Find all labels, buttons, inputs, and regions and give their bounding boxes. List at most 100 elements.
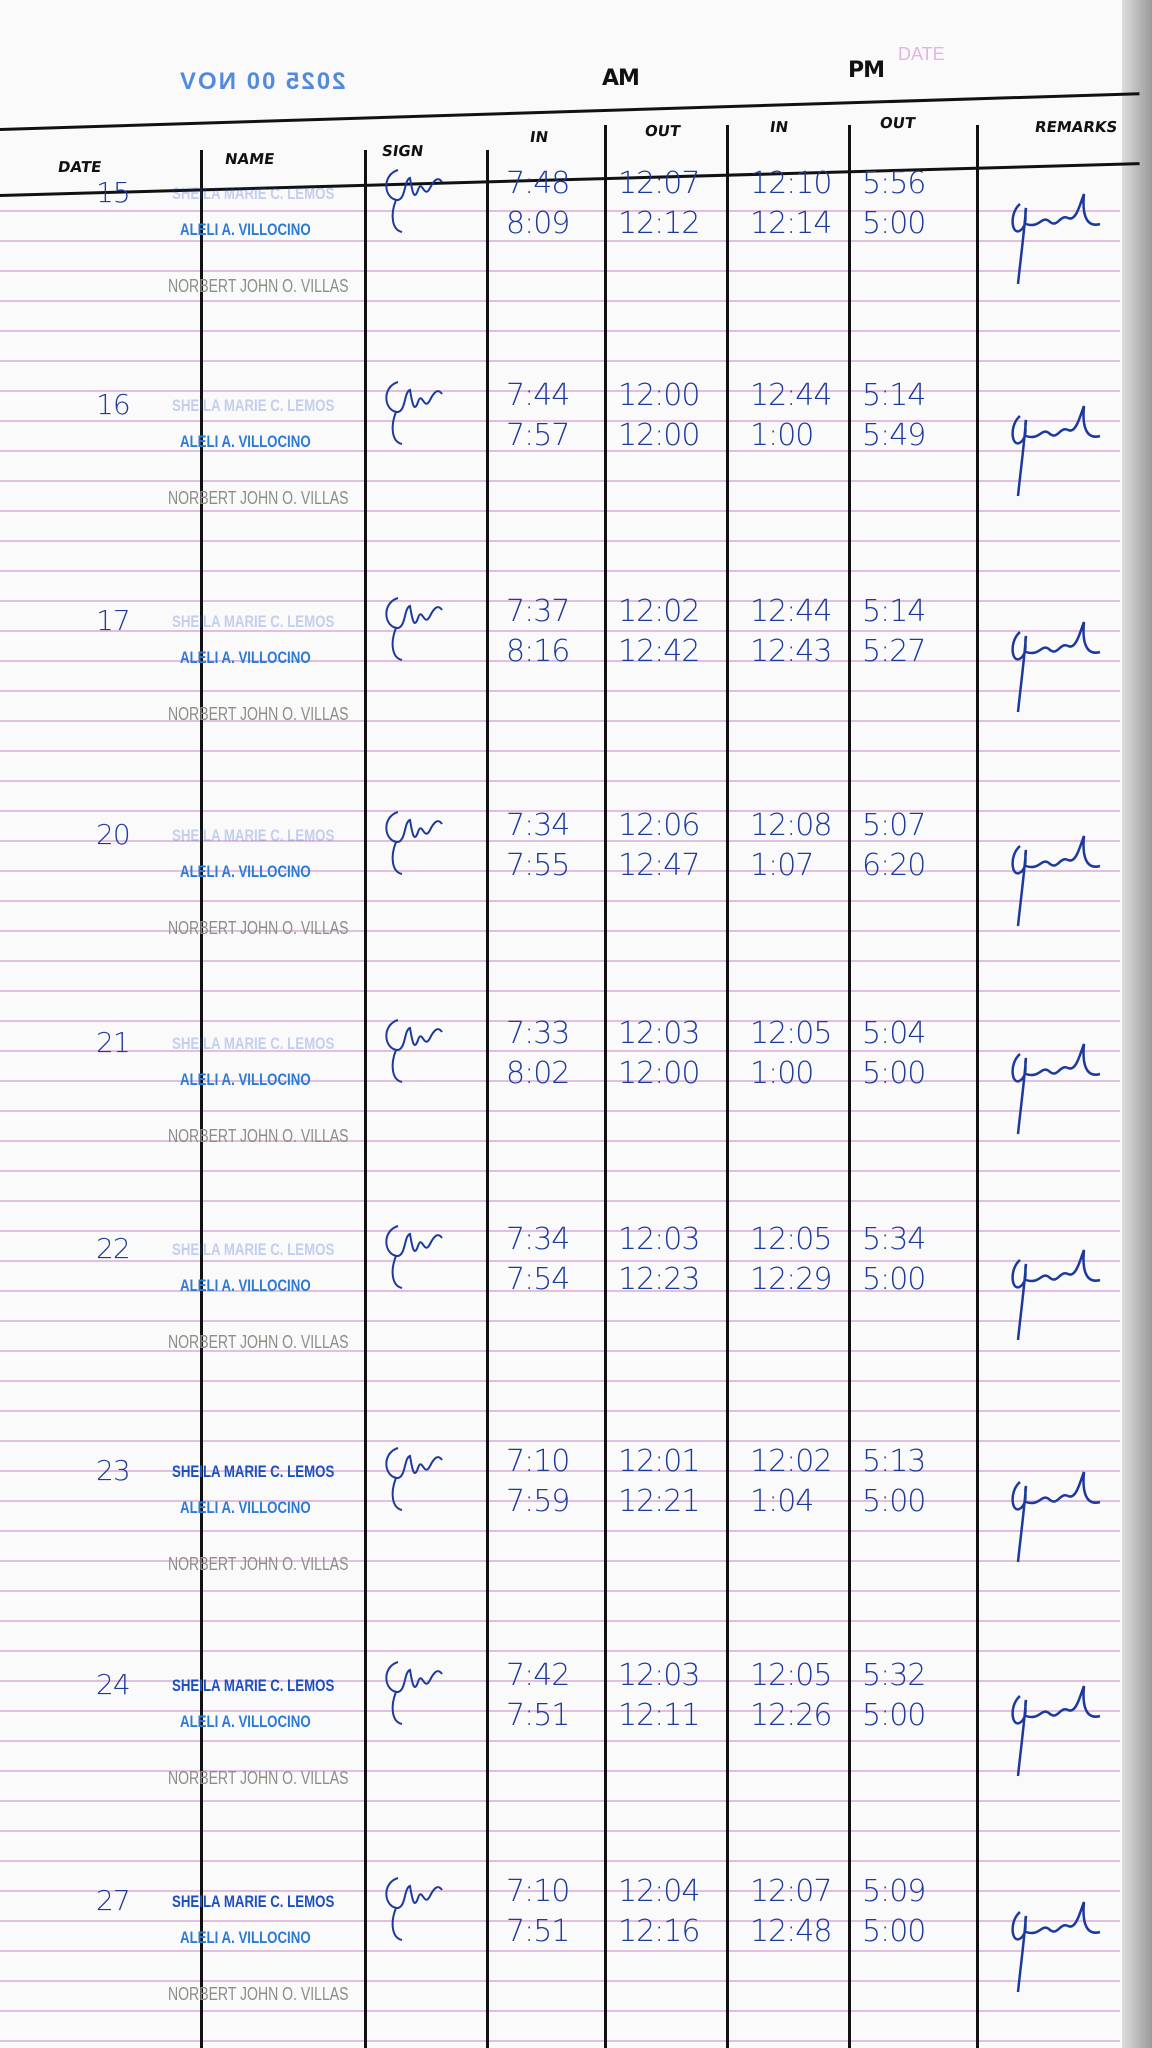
remarks-signature xyxy=(1011,1043,1101,1135)
time-am-out: 12:16 xyxy=(618,1914,700,1949)
time-am-out: 12:03 xyxy=(618,1016,700,1051)
remarks-signature xyxy=(1011,193,1101,285)
time-am-in: 7:37 xyxy=(506,594,570,629)
name-norbert: NORBERT JOHN O. VILLAS xyxy=(168,1126,349,1146)
initials-signature xyxy=(385,1447,443,1511)
ruled-line xyxy=(0,1860,1120,1862)
pm-label: PM xyxy=(848,58,885,83)
time-am-out: 12:04 xyxy=(618,1874,700,1909)
time-pm-out: 5:49 xyxy=(862,418,926,453)
time-am-in: 7:51 xyxy=(506,1698,570,1733)
time-pm-in: 12:29 xyxy=(750,1262,832,1297)
time-pm-in: 12:02 xyxy=(750,1444,832,1479)
time-am-out: 12:00 xyxy=(618,378,700,413)
time-pm-out: 5:14 xyxy=(862,594,926,629)
ruled-line xyxy=(0,1170,1120,1172)
time-am-in: 7:34 xyxy=(506,1222,570,1257)
ruled-line xyxy=(0,480,1120,482)
ruled-line xyxy=(0,1440,1120,1442)
ruled-line xyxy=(0,1890,1120,1892)
name-norbert: NORBERT JOHN O. VILLAS xyxy=(168,918,349,938)
name-sheila: SHEILA MARIE C. LEMOS xyxy=(172,1676,335,1695)
entry-date: 20 xyxy=(96,818,131,851)
ruled-line xyxy=(0,1530,1120,1532)
time-pm-out: 5:00 xyxy=(862,1914,926,1949)
ruled-line xyxy=(0,1710,1120,1712)
remarks-signature xyxy=(1011,1249,1101,1341)
time-pm-out: 5:00 xyxy=(862,1262,926,1297)
ruled-line xyxy=(0,1590,1120,1592)
time-pm-out: 5:09 xyxy=(862,1874,926,1909)
ruled-line xyxy=(0,510,1120,512)
ruled-line xyxy=(0,570,1120,572)
time-pm-in: 1:00 xyxy=(750,418,814,453)
time-am-in: 8:02 xyxy=(506,1056,570,1091)
ruled-line xyxy=(0,1050,1120,1052)
name-norbert: NORBERT JOHN O. VILLAS xyxy=(168,1554,349,1574)
time-pm-out: 5:56 xyxy=(862,166,926,201)
name-sheila: SHEILA MARIE C. LEMOS xyxy=(172,1892,335,1911)
ruled-line xyxy=(0,960,1120,962)
column-divider xyxy=(848,125,851,2048)
column-header: DATE xyxy=(56,158,103,176)
name-norbert: NORBERT JOHN O. VILLAS xyxy=(168,488,349,508)
initials-signature xyxy=(385,811,443,875)
time-pm-out: 5:00 xyxy=(862,1484,926,1519)
ruled-line xyxy=(0,840,1120,842)
time-pm-out: 5:00 xyxy=(862,1698,926,1733)
name-aleli: ALELI A. VILLOCINO xyxy=(180,432,311,451)
ruled-line xyxy=(0,210,1120,212)
ruled-line xyxy=(0,2010,1120,2012)
time-pm-in: 12:14 xyxy=(750,206,832,241)
entry-date: 15 xyxy=(96,176,131,209)
ruled-line xyxy=(0,930,1120,932)
time-pm-out: 6:20 xyxy=(862,848,926,883)
name-aleli: ALELI A. VILLOCINO xyxy=(180,1928,311,1947)
name-aleli: ALELI A. VILLOCINO xyxy=(180,862,311,881)
time-am-out: 12:47 xyxy=(618,848,700,883)
name-aleli: ALELI A. VILLOCINO xyxy=(180,1276,311,1295)
name-sheila: SHEILA MARIE C. LEMOS xyxy=(172,1240,335,1259)
time-pm-out: 5:07 xyxy=(862,808,926,843)
time-am-out: 12:02 xyxy=(618,594,700,629)
ruled-line xyxy=(0,1830,1120,1832)
time-pm-in: 12:08 xyxy=(750,808,832,843)
initials-signature xyxy=(385,1019,443,1083)
time-am-in: 7:44 xyxy=(506,378,570,413)
ruled-line xyxy=(0,1980,1120,1982)
time-am-out: 12:00 xyxy=(618,418,700,453)
time-am-in: 7:10 xyxy=(506,1874,570,1909)
name-sheila: SHEILA MARIE C. LEMOS xyxy=(172,826,335,845)
page-edge xyxy=(1122,0,1152,2048)
ruled-line xyxy=(0,690,1120,692)
ruled-line xyxy=(0,450,1120,452)
name-norbert: NORBERT JOHN O. VILLAS xyxy=(168,704,349,724)
ruled-line xyxy=(0,1320,1120,1322)
date-stamp: 2025 00 NOV xyxy=(178,68,346,95)
entry-date: 21 xyxy=(96,1026,131,1059)
initials-signature xyxy=(385,597,443,661)
ruled-line xyxy=(0,270,1120,272)
remarks-signature xyxy=(1011,621,1101,713)
time-am-in: 7:59 xyxy=(506,1484,570,1519)
time-am-out: 12:01 xyxy=(618,1444,700,1479)
time-pm-in: 12:05 xyxy=(750,1016,832,1051)
column-header: OUT xyxy=(643,122,682,140)
time-pm-in: 12:44 xyxy=(750,378,832,413)
initials-signature xyxy=(385,1225,443,1289)
ruled-line xyxy=(0,1110,1120,1112)
remarks-signature xyxy=(1011,1901,1101,1993)
time-pm-in: 1:07 xyxy=(750,848,814,883)
entry-date: 17 xyxy=(96,604,131,637)
ruled-line xyxy=(0,1410,1120,1412)
time-pm-in: 12:48 xyxy=(750,1914,832,1949)
ruled-line xyxy=(0,990,1120,992)
column-divider xyxy=(604,125,607,2048)
time-am-in: 7:33 xyxy=(506,1016,570,1051)
column-header: SIGN xyxy=(380,142,425,160)
ruled-line xyxy=(0,600,1120,602)
time-am-in: 7:10 xyxy=(506,1444,570,1479)
time-pm-in: 1:04 xyxy=(750,1484,814,1519)
time-pm-in: 12:05 xyxy=(750,1222,832,1257)
ruled-line xyxy=(0,540,1120,542)
